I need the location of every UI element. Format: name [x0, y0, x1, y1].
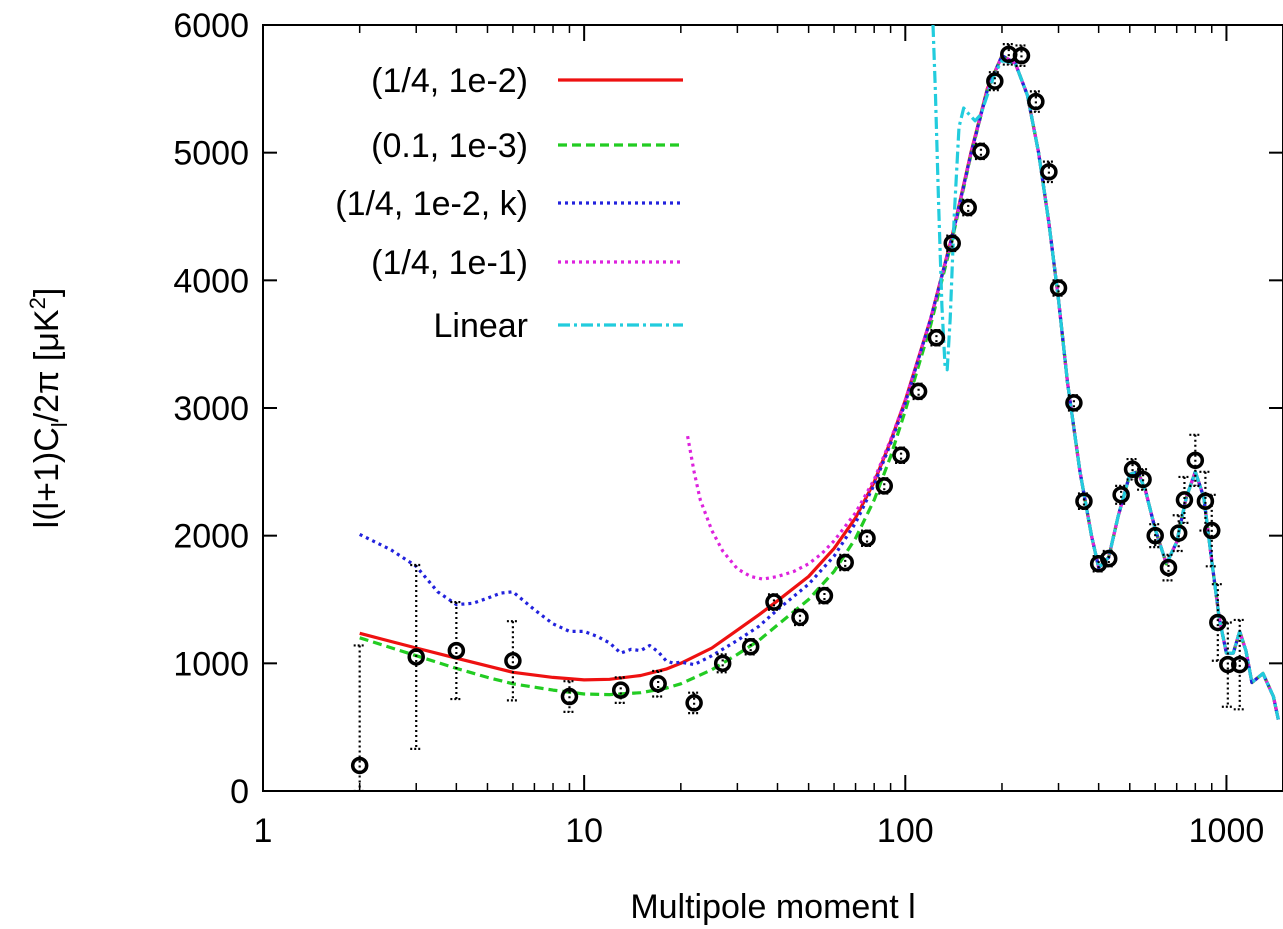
y-axis-title: l(l+1)Cl/2π [μK2]: [25, 288, 72, 529]
data-point: [943, 234, 961, 253]
y-axis-title-prefix: l(l+1)C: [28, 427, 66, 528]
x-tick-label: 10: [565, 812, 603, 850]
data-point: [649, 675, 667, 693]
data-point: [407, 648, 425, 666]
data-point: [1112, 486, 1130, 504]
data-point: [927, 329, 946, 347]
data-point: [447, 641, 466, 660]
y-tick-label: 4000: [173, 262, 249, 300]
y-tick-label: 2000: [173, 518, 249, 556]
x-tick-labels: 1 10 100 1000: [254, 812, 1265, 850]
y-tick-labels: 0 1000 2000 3000 4000 5000 6000: [173, 7, 249, 811]
data-point: [504, 652, 522, 670]
data-point: [986, 72, 1004, 90]
series-lines: [358, 25, 1280, 720]
y-tick-label: 0: [230, 773, 249, 811]
x-tick-label: 1: [254, 812, 273, 850]
data-point: [892, 446, 910, 464]
data-point: [685, 694, 703, 712]
series-line-3: [358, 54, 1280, 720]
data-point: [1230, 655, 1249, 674]
data-point: [1159, 558, 1178, 577]
data-point: [1175, 491, 1194, 509]
data-point: [1012, 46, 1031, 65]
data-point: [350, 756, 369, 775]
data-point: [1169, 524, 1188, 542]
data-point: [909, 382, 928, 401]
data-point: [1099, 549, 1118, 568]
series-line-5: [931, 25, 1280, 720]
data-point: [1123, 460, 1142, 479]
x-tick-label: 1000: [1189, 812, 1265, 850]
y-tick-label: 6000: [173, 7, 249, 45]
legend-label-3: (1/4, 1e-2, k): [335, 185, 528, 223]
data-point: [741, 637, 760, 656]
data-point: [875, 477, 894, 495]
y-axis-title-sup: 2: [25, 297, 50, 309]
data-point: [836, 553, 854, 572]
data-point: [1049, 279, 1068, 297]
data-point: [713, 654, 732, 673]
data-point: [972, 142, 990, 161]
data-point: [1134, 470, 1152, 489]
data-point: [560, 687, 579, 706]
y-axis-title-mid: /2π [μK: [28, 309, 66, 422]
y-axis-title-sub: l: [47, 422, 72, 427]
data-point: [1203, 521, 1221, 540]
legend-label-1: (1/4, 1e-2): [371, 62, 528, 100]
y-axis-title-suffix: ]: [28, 288, 66, 297]
y-tick-label: 5000: [173, 135, 249, 173]
axis-ticks: [262, 24, 1283, 792]
x-tick-label: 100: [877, 812, 934, 850]
legend-label-5: Linear: [433, 307, 528, 345]
data-point: [611, 681, 630, 699]
data-point: [1186, 451, 1205, 470]
data-point: [959, 198, 977, 217]
data-point: [1065, 394, 1083, 412]
x-axis-title: Multipole moment l: [630, 888, 915, 926]
legend: (1/4, 1e-2) (0.1, 1e-3) (1/4, 1e-2, k) (1/4…: [335, 62, 683, 345]
data-point: [815, 586, 834, 605]
data-point: [1075, 492, 1093, 510]
y-tick-label: 1000: [173, 645, 249, 683]
data-point: [1146, 526, 1164, 545]
legend-label-4: (1/4, 1e-1): [371, 244, 528, 282]
data-point: [1040, 163, 1058, 181]
data-point: [858, 529, 876, 547]
data-point: [1219, 655, 1237, 674]
data-point: [1027, 92, 1045, 111]
series-line-4: [686, 54, 1280, 720]
data-point: [1209, 613, 1227, 632]
legend-label-2: (0.1, 1e-3): [371, 127, 528, 165]
data-point: [791, 608, 809, 627]
y-tick-label: 3000: [173, 390, 249, 428]
data-point: [765, 593, 783, 611]
data-points: [350, 43, 1249, 791]
